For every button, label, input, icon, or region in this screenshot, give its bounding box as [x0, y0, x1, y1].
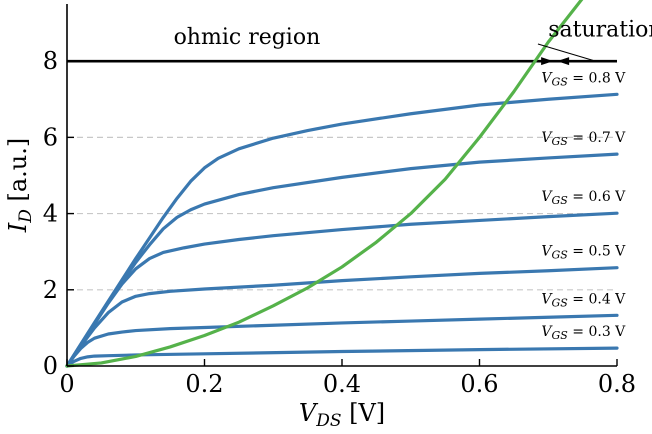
curve-label-vgs-0.6: VGS = 0.6 V — [541, 189, 626, 207]
y-tick-label: 4 — [43, 200, 58, 228]
y-tick-label: 2 — [43, 276, 58, 304]
saturation-arrow-right — [557, 57, 570, 66]
vgs-curve-0.5 — [65, 266, 619, 368]
ohmic-region-label: ohmic region — [174, 25, 321, 50]
curve-label-vgs-0.4: VGS = 0.4 V — [541, 291, 626, 309]
curves-group — [65, 0, 619, 368]
saturation-label: saturation — [548, 17, 652, 42]
vgs-curve-0.3 — [65, 346, 619, 368]
curve-label-vgs-0.3: VGS = 0.3 V — [541, 324, 626, 342]
axis-labels-group: VDS [V] ID [a.u.] — [4, 138, 385, 431]
ticks-group: 0 0.2 0.4 0.6 0.8 0 2 4 6 8 — [43, 47, 636, 398]
axes-frame — [66, 4, 617, 367]
y-tick-label: 8 — [43, 47, 58, 75]
x-axis-label: VDS [V] — [299, 399, 385, 431]
saturation-pointer — [537, 43, 594, 61]
curve-labels-group: VGS = 0.3 V VGS = 0.4 V VGS = 0.5 V VGS = 0… — [541, 70, 626, 342]
x-tick-label: 0.6 — [460, 370, 498, 398]
x-tick-label: 0.2 — [185, 370, 223, 398]
y-tick-label: 6 — [43, 123, 58, 151]
x-tick-label: 0.8 — [598, 370, 636, 398]
x-tick-label: 0.4 — [323, 370, 361, 398]
y-tick-label: 0 — [43, 352, 58, 380]
curve-label-vgs-0.5: VGS = 0.5 V — [541, 244, 626, 262]
vgs-curve-0.4 — [65, 313, 619, 368]
x-tick-label: 0 — [59, 370, 74, 398]
curve-label-vgs-0.8: VGS = 0.8 V — [541, 70, 626, 88]
saturation-boundary-curve — [65, 0, 584, 368]
y-axis-label: ID [a.u.] — [4, 138, 36, 234]
grid-lines — [67, 136, 617, 291]
saturation-arrow-left — [541, 57, 554, 66]
annotations-group: ohmic region saturation — [174, 17, 652, 66]
vgs-curve-0.8 — [65, 92, 619, 368]
curve-label-vgs-0.7: VGS = 0.7 V — [541, 130, 626, 148]
